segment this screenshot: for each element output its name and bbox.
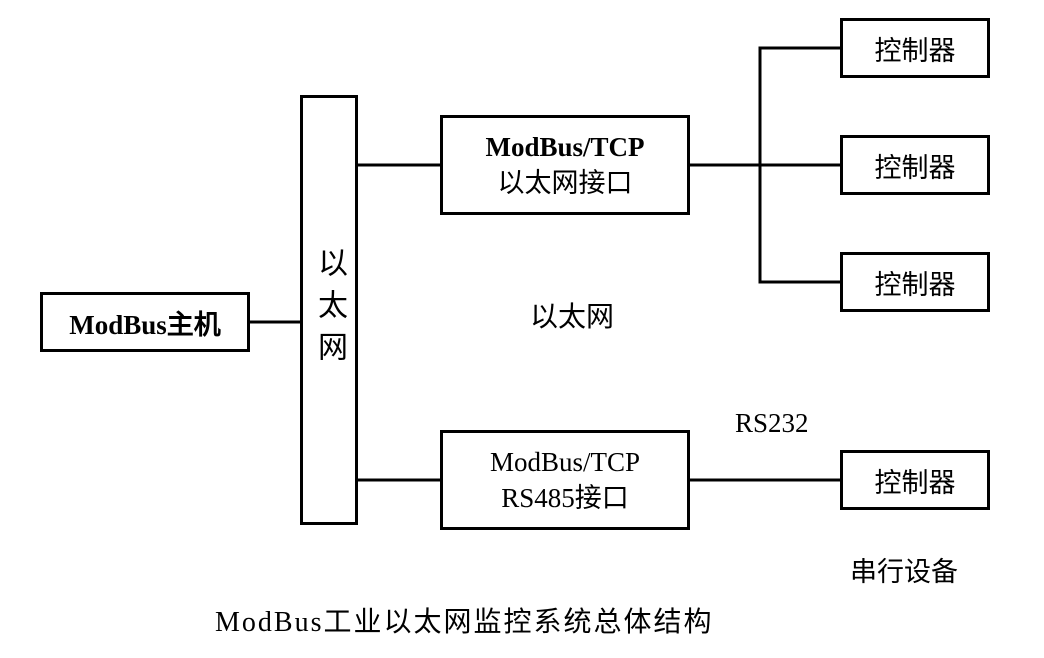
node-controller-4: 控制器 bbox=[840, 450, 990, 510]
node-label-multiline: ModBus/TCP 以太网接口 bbox=[485, 129, 644, 202]
edge-tcp_eth-to-ctrl3 bbox=[690, 165, 840, 282]
node-label: ModBus主机 bbox=[69, 303, 221, 342]
node-label: 控制器 bbox=[875, 29, 956, 68]
node-label: 控制器 bbox=[875, 263, 956, 302]
node-label: 控制器 bbox=[875, 461, 956, 500]
node-line1: ModBus/TCP bbox=[490, 444, 640, 480]
node-modbus-tcp-ethernet-interface: ModBus/TCP 以太网接口 bbox=[440, 115, 690, 215]
figure-caption: ModBus工业以太网监控系统总体结构 bbox=[215, 600, 713, 640]
label-ethernet: 以太网 bbox=[530, 295, 614, 335]
label-serial-device: 串行设备 bbox=[850, 550, 958, 589]
node-label-multiline: ModBus/TCP RS485接口 bbox=[490, 444, 640, 517]
node-line1: ModBus/TCP bbox=[485, 129, 644, 165]
node-controller-3: 控制器 bbox=[840, 252, 990, 312]
node-line2: 以太网接口 bbox=[485, 165, 644, 201]
diagram-canvas: ModBus主机 以太网 ModBus/TCP 以太网接口 ModBus/TCP… bbox=[0, 0, 1044, 658]
node-modbus-host: ModBus主机 bbox=[40, 292, 250, 352]
node-modbus-tcp-rs485-interface: ModBus/TCP RS485接口 bbox=[440, 430, 690, 530]
node-ethernet-bus: 以太网 bbox=[300, 95, 358, 525]
node-label: 控制器 bbox=[875, 146, 956, 185]
node-controller-2: 控制器 bbox=[840, 135, 990, 195]
node-line2: RS485接口 bbox=[490, 480, 640, 516]
edge-tcp_eth-to-ctrl1 bbox=[690, 48, 840, 165]
label-rs232: RS232 bbox=[735, 408, 809, 439]
node-controller-1: 控制器 bbox=[840, 18, 990, 78]
node-label: 以太网 bbox=[307, 247, 351, 373]
